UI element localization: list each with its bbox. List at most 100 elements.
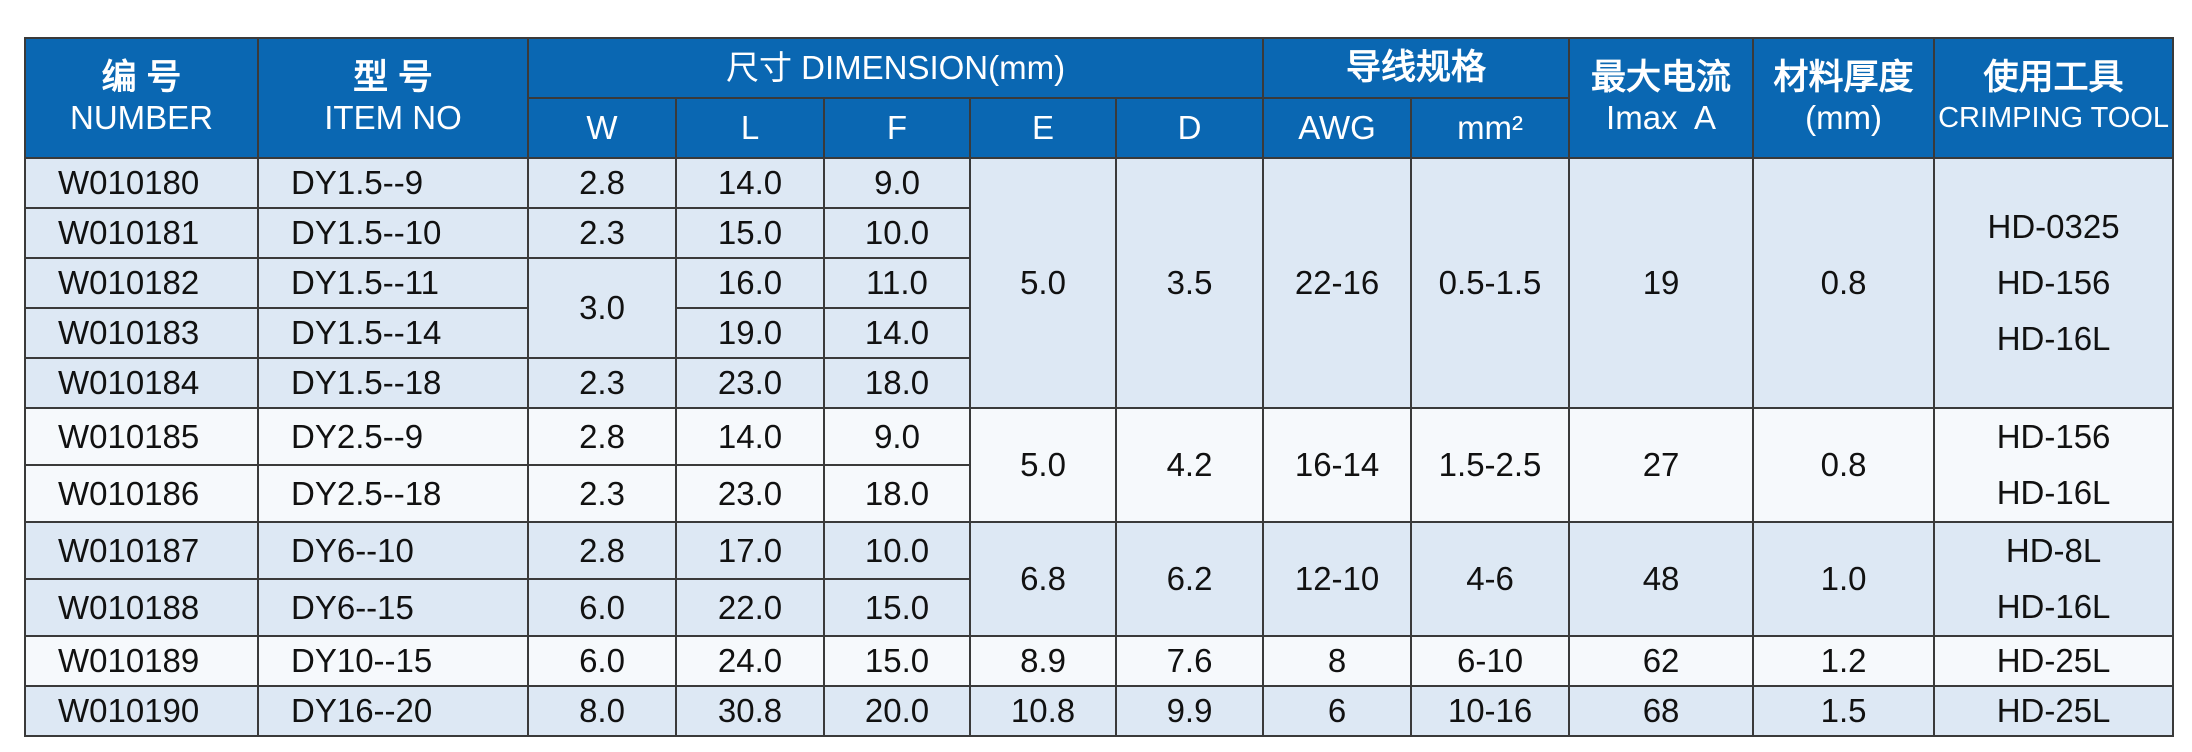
group-cell: 1.5 bbox=[1752, 685, 1936, 737]
table-row: W010181 DY1.5--10 2.3 15.0 10.0 bbox=[24, 207, 2173, 259]
table-body: W010180 DY1.5--9 2.8 14.0 9.0 5.0 3.5 22-16 0.5-… bbox=[24, 157, 2175, 737]
group-cell: 22-16 bbox=[1262, 157, 1413, 409]
group-cell: 3.5 bbox=[1114, 157, 1265, 409]
header-text: CRIMPING TOOL bbox=[1938, 102, 2170, 134]
tool-name: HD-0325 bbox=[1987, 208, 2120, 245]
dimension-cell: 2.8 bbox=[527, 157, 677, 209]
dimension-cell: 2.8 bbox=[527, 521, 677, 580]
tool-name: HD-25L bbox=[1996, 692, 2111, 729]
id-cell: W010182 bbox=[24, 257, 259, 309]
table-row: W010184 DY1.5--18 2.3 23.0 18.0 bbox=[24, 357, 2173, 409]
table-row: W010187 DY6--10 2.8 17.0 10.0 6.8 6.2 12-10 4-6 4… bbox=[24, 521, 2175, 637]
header-row: 编 号 NUMBER 型 号 ITEM NO 尺寸 DIMENSION(mm) 导线… bbox=[24, 37, 2175, 159]
tool-cell: HD-156 HD-16L bbox=[1933, 407, 2175, 523]
dimension-cell: 2.3 bbox=[527, 464, 677, 523]
header-cell: 导线规格 bbox=[1262, 37, 1571, 99]
table-row: W010186 DY2.5--18 2.3 23.0 18.0 bbox=[24, 464, 2173, 523]
id-cell: DY2.5--9 bbox=[257, 407, 529, 466]
header-text: (mm) bbox=[1805, 99, 1883, 136]
dimension-cell: 18.0 bbox=[823, 357, 971, 409]
header-cell: 最大电流 Imax A bbox=[1568, 37, 1755, 159]
dimension-cell: 14.0 bbox=[675, 157, 825, 209]
header-text: NUMBER bbox=[69, 99, 213, 136]
id-cell: W010187 bbox=[24, 521, 259, 580]
group-cell: 4.2 bbox=[1114, 407, 1265, 523]
tool-cell: HD-25L bbox=[1933, 635, 2175, 687]
dimension-cell: 8.0 bbox=[527, 685, 677, 737]
group-cell: 0.5-1.5 bbox=[1410, 157, 1571, 409]
tool-cell: HD-8L HD-16L bbox=[1933, 521, 2175, 637]
tool-name: HD-156 bbox=[1996, 418, 2111, 455]
header-cell: 型 号 ITEM NO bbox=[257, 37, 529, 159]
dimension-cell: 14.0 bbox=[823, 307, 971, 359]
dimension-cell: 18.0 bbox=[823, 464, 971, 523]
group-cell: 7.6 bbox=[1114, 635, 1265, 687]
group-cell: 0.8 bbox=[1752, 157, 1936, 409]
dimension-cell: 10.0 bbox=[823, 207, 971, 259]
table-row: W010180 DY1.5--9 2.8 14.0 9.0 5.0 3.5 22-16 0.5-… bbox=[24, 157, 2175, 409]
dimension-cell: 10.0 bbox=[823, 521, 971, 580]
group-cell: 1.2 bbox=[1752, 635, 1936, 687]
group-cell: 8 bbox=[1262, 635, 1413, 687]
dimension-cell: 15.0 bbox=[823, 635, 971, 687]
dimension-cell: 15.0 bbox=[675, 207, 825, 259]
tool-cell: HD-25L bbox=[1933, 685, 2175, 737]
id-cell: DY6--10 bbox=[257, 521, 529, 580]
id-cell: DY1.5--11 bbox=[257, 257, 529, 309]
id-cell: W010185 bbox=[24, 407, 259, 466]
tool-name: HD-8L bbox=[2005, 532, 2102, 569]
header-cell: 尺寸 DIMENSION(mm) bbox=[526, 37, 1265, 99]
dimension-cell: 2.3 bbox=[527, 357, 677, 409]
group-cell: 48 bbox=[1568, 521, 1755, 637]
table-wrap: 编 号 NUMBER 型 号 ITEM NO 尺寸 DIMENSION(mm) 导线… bbox=[24, 37, 2175, 737]
table-row: W010182 DY1.5--11 3.0 16.0 11.0 bbox=[24, 257, 2173, 359]
header-text: 型 号 bbox=[353, 58, 433, 97]
dimension-cell: 6.0 bbox=[527, 635, 677, 687]
dimension-cell: 14.0 bbox=[675, 407, 825, 466]
group-cell: 4-6 bbox=[1410, 521, 1571, 637]
id-cell: W010180 bbox=[24, 157, 259, 209]
tool-cell: HD-0325 HD-156 HD-16L bbox=[1933, 157, 2175, 409]
group-cell: 6-10 bbox=[1410, 635, 1571, 687]
id-cell: DY2.5--18 bbox=[257, 464, 529, 523]
header-text: 最大电流 bbox=[1591, 58, 1732, 97]
tool-name: HD-156 bbox=[1996, 264, 2111, 301]
id-cell: W010188 bbox=[24, 578, 259, 637]
group-cell: 19 bbox=[1568, 157, 1755, 409]
header-cell: 编 号 NUMBER bbox=[24, 37, 259, 159]
dimension-cell: 16.0 bbox=[675, 257, 825, 309]
id-cell: DY1.5--18 bbox=[257, 357, 529, 409]
dimension-cell: 15.0 bbox=[823, 578, 971, 637]
header-text: 材料厚度 bbox=[1773, 58, 1914, 97]
id-cell: DY1.5--10 bbox=[257, 207, 529, 259]
dimension-cell: 3.0 bbox=[527, 257, 677, 359]
dimension-cell: 19.0 bbox=[675, 307, 825, 359]
spec-table: 编 号 NUMBER 型 号 ITEM NO 尺寸 DIMENSION(mm) 导线… bbox=[24, 37, 2175, 737]
header-cell: D bbox=[1114, 97, 1265, 159]
dimension-cell: 22.0 bbox=[675, 578, 825, 637]
id-cell: DY16--20 bbox=[257, 685, 529, 737]
tool-name: HD-16L bbox=[1996, 474, 2111, 511]
id-cell: W010181 bbox=[24, 207, 259, 259]
id-cell: W010189 bbox=[24, 635, 259, 687]
dimension-cell: 9.0 bbox=[823, 157, 971, 209]
id-cell: DY10--15 bbox=[257, 635, 529, 687]
header-cell: W bbox=[527, 97, 677, 159]
dimension-cell: 17.0 bbox=[675, 521, 825, 580]
header-text: 编 号 bbox=[101, 58, 182, 97]
id-cell: DY1.5--9 bbox=[257, 157, 529, 209]
header-cell: E bbox=[969, 97, 1117, 159]
dimension-cell: 20.0 bbox=[823, 685, 971, 737]
header-cell: 材料厚度 (mm) bbox=[1752, 37, 1936, 159]
dimension-cell: 2.8 bbox=[527, 407, 677, 466]
tool-name: HD-16L bbox=[1996, 320, 2111, 357]
group-cell: 62 bbox=[1568, 635, 1755, 687]
header-cell: L bbox=[675, 97, 825, 159]
group-cell: 68 bbox=[1568, 685, 1755, 737]
header-cell: 使用工具 CRIMPING TOOL bbox=[1933, 37, 2175, 159]
header-text: 导线规格 bbox=[1346, 48, 1487, 87]
table-header: 编 号 NUMBER 型 号 ITEM NO 尺寸 DIMENSION(mm) 导线… bbox=[24, 37, 2175, 159]
group-cell: 1.0 bbox=[1752, 521, 1936, 637]
tool-name: HD-16L bbox=[1996, 588, 2111, 625]
